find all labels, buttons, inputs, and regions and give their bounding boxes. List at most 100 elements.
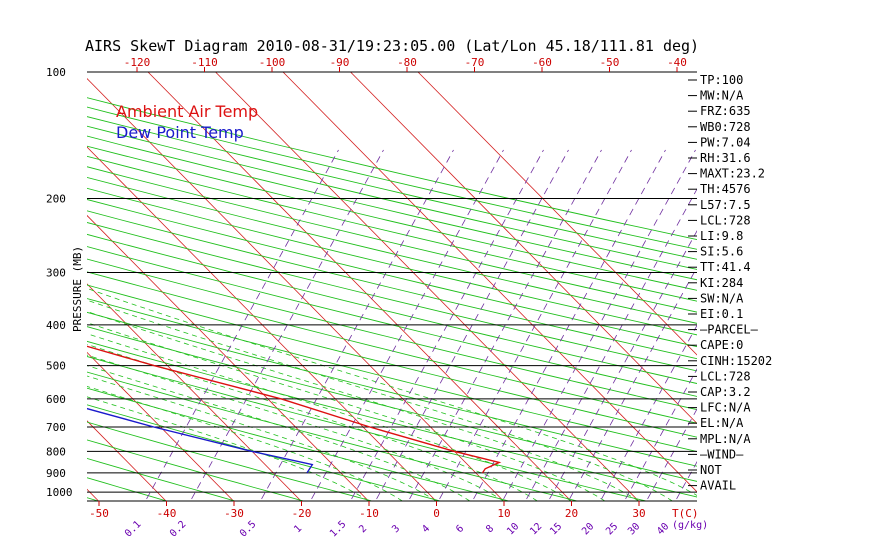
stat-item: EL:N/A (700, 416, 744, 430)
data-series (87, 345, 502, 474)
top-temp-tick-label: -120 (124, 56, 151, 69)
pressure-tick-label: 600 (46, 393, 66, 406)
isotherm-line (87, 78, 504, 501)
mixing-ratio-line (471, 149, 666, 501)
dry-adiabat-line (87, 421, 373, 501)
dry-adiabat-line (87, 233, 697, 384)
dry-adiabat-line (87, 176, 697, 324)
mixing-ratio-label: 2 (357, 523, 369, 535)
pressure-tick-label: 700 (46, 421, 66, 434)
dry-adiabat-line (87, 311, 697, 467)
top-temp-tick-label: -100 (259, 56, 286, 69)
mixing-ratio-label: 30 (626, 521, 642, 537)
stat-item: EI:0.1 (700, 307, 743, 321)
mixing-ratio-label: 25 (604, 521, 620, 537)
stat-item: KI:284 (700, 276, 743, 290)
dry-adiabat-line (87, 116, 697, 260)
top-temp-tick-label: -90 (330, 56, 350, 69)
dry-adiabat-line (87, 125, 697, 270)
ambient-air-temp-line (87, 345, 502, 474)
stat-item: CAPE:0 (700, 338, 743, 352)
legend-ambient-air-temp: Ambient Air Temp (116, 102, 258, 121)
mixing-ratio-line (349, 149, 544, 501)
mixing-ratio-label: 15 (548, 521, 564, 537)
stat-item: TT:41.4 (700, 260, 751, 274)
stat-item: NOT (700, 463, 722, 477)
bottom-temp-tick-label: 20 (565, 507, 578, 520)
stat-item: MPL:N/A (700, 432, 751, 446)
pressure-tick-label: 800 (46, 445, 66, 458)
bottom-temp-tick-label: 30 (632, 507, 645, 520)
top-temp-tick-label: -60 (532, 56, 552, 69)
bottom-temp-tick-label: 10 (497, 507, 510, 520)
pressure-tick-label: 100 (46, 66, 66, 79)
stat-item: SW:N/A (700, 291, 744, 305)
moist-adiabat-line (87, 299, 673, 501)
mixing-ratio-line (599, 324, 697, 501)
moist-adiabat-line (87, 322, 606, 501)
pressure-tick-label: 300 (46, 266, 66, 279)
stat-item: WB0:728 (700, 120, 751, 134)
stat-item: MW:N/A (700, 89, 744, 103)
mixing-ratio-label: 6 (454, 523, 466, 535)
bottom-temp-tick-label: -50 (89, 507, 109, 520)
dry-adiabat-line (87, 356, 646, 501)
dry-adiabat-line (0, 72, 30, 501)
isotherm-line (87, 420, 167, 501)
isotherm-line (87, 146, 437, 501)
bottom-temp-tick-label: -30 (224, 507, 244, 520)
mixing-ratio-label: 0.1 (123, 519, 144, 540)
mixing-ratio-line (374, 149, 569, 501)
dry-adiabat-line (87, 199, 697, 348)
stat-item: MAXT:23.2 (700, 167, 765, 181)
stat-item: RH:31.6 (700, 151, 751, 165)
dry-adiabat-line (87, 340, 697, 498)
legend-dew-point-temp: Dew Point Temp (116, 123, 244, 142)
background-lines (0, 72, 697, 501)
dry-adiabat-line (87, 439, 304, 501)
stat-item: PW:7.04 (700, 135, 751, 149)
stat-item: —WIND— (700, 447, 744, 461)
isotherm-line (350, 72, 697, 424)
top-temp-tick-label: -80 (397, 56, 417, 69)
dry-adiabat-line (87, 371, 578, 501)
top-temp-tick-label: -40 (667, 56, 687, 69)
mixing-ratio-line (437, 149, 632, 501)
top-temp-tick-label: -70 (465, 56, 485, 69)
dry-adiabat-line (87, 246, 697, 397)
isotherm-line (147, 72, 572, 501)
isotherm-line (215, 72, 639, 501)
dry-adiabat-line (87, 187, 697, 336)
mixing-ratio-line (524, 188, 697, 501)
isotherm-line (87, 283, 302, 501)
moist-adiabat-line (87, 311, 639, 501)
mixing-ratio-label: 12 (528, 521, 544, 537)
dry-adiabat-line (87, 284, 697, 438)
stat-item: LCL:728 (700, 213, 751, 227)
mixing-ratio-unit: (g/kg) (672, 520, 708, 531)
pressure-tick-label: 200 (46, 192, 66, 205)
stat-item: TP:100 (700, 73, 743, 87)
mixing-ratio-label: 1.5 (328, 519, 349, 540)
moist-adiabat-line (87, 333, 572, 501)
stat-item: LFC:N/A (700, 401, 751, 415)
stat-item: L57:7.5 (700, 198, 751, 212)
mixing-ratio-line (407, 149, 602, 501)
bottom-temp-tick-label: -10 (359, 507, 379, 520)
stat-item: FRZ:635 (700, 104, 751, 118)
top-temp-tick-label: -50 (600, 56, 620, 69)
pressure-tick-label: 400 (46, 319, 66, 332)
mixing-ratio-line (259, 149, 454, 501)
chart-title: AIRS SkewT Diagram 2010-08-31/19:23:05.0… (85, 37, 699, 55)
mixing-ratio-label: 10 (505, 521, 521, 537)
mixing-ratio-line (309, 149, 504, 501)
dew-point-temp-line (87, 407, 314, 474)
mixing-ratio-label: 8 (484, 523, 496, 535)
dry-adiabat-line (87, 210, 697, 360)
bottom-temp-tick-label: -40 (157, 507, 177, 520)
moist-adiabat-line (87, 288, 697, 496)
mixing-ratio-line (501, 149, 696, 501)
stat-item: SI:5.6 (700, 245, 743, 259)
